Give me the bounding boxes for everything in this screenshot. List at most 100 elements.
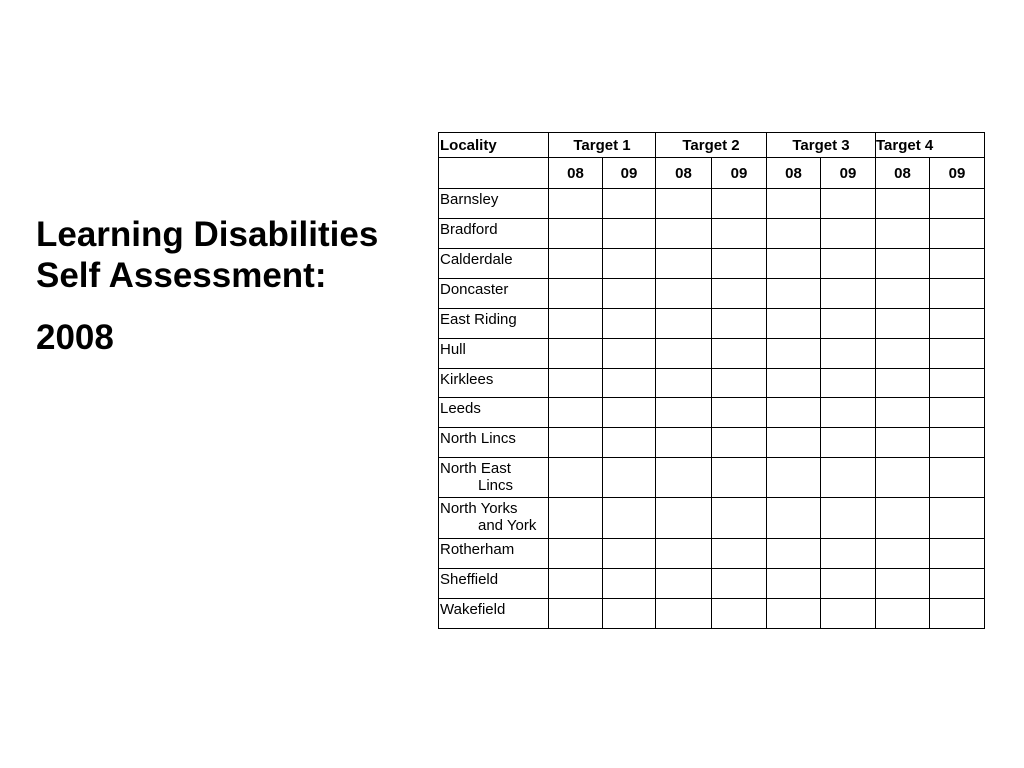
assessment-table: Locality Target 1 Target 2 Target 3 Targ…	[438, 132, 985, 629]
status-cell-t3-09	[820, 338, 876, 369]
status-cell-t2-08	[655, 218, 712, 249]
target-1-year-08: 08	[548, 157, 603, 189]
status-cell-t3-08	[766, 598, 821, 629]
status-cell-t1-08	[548, 538, 603, 569]
status-cell-t2-08	[655, 308, 712, 339]
status-cell-t2-08	[655, 497, 712, 539]
status-cell-t2-08	[655, 278, 712, 309]
status-cell-t3-09	[820, 538, 876, 569]
target-2-header: Target 2	[655, 132, 767, 158]
title-year: 2008	[36, 318, 114, 357]
status-cell-t1-09	[602, 568, 656, 599]
locality-name: Kirklees	[440, 371, 494, 388]
status-cell-t1-08	[548, 188, 603, 219]
table-row: Calderdale	[438, 248, 985, 279]
status-cell-t4-08	[875, 278, 930, 309]
status-cell-t2-09	[711, 397, 767, 428]
status-cell-t1-08	[548, 397, 603, 428]
table-row: North Lincs	[438, 427, 985, 458]
status-cell-t2-08	[655, 248, 712, 279]
status-cell-t1-09	[602, 308, 656, 339]
locality-name: Hull	[440, 341, 466, 358]
status-cell-t2-09	[711, 368, 767, 398]
status-cell-t2-09	[711, 427, 767, 458]
status-cell-t4-09	[929, 568, 985, 599]
target-3-header: Target 3	[766, 132, 876, 158]
locality-cell: North East Lincs	[438, 457, 549, 498]
status-cell-t3-09	[820, 457, 876, 498]
locality-name: Calderdale	[440, 251, 513, 268]
status-cell-t4-08	[875, 368, 930, 398]
status-cell-t3-08	[766, 538, 821, 569]
locality-name: and York	[478, 517, 537, 534]
title-line-1: Learning Disabilities	[36, 215, 379, 254]
locality-name: Bradford	[440, 221, 498, 238]
status-cell-t2-09	[711, 568, 767, 599]
status-cell-t3-08	[766, 427, 821, 458]
status-cell-t1-08	[548, 278, 603, 309]
table-row: Hull	[438, 338, 985, 369]
table-row: Kirklees	[438, 368, 985, 398]
locality-name: Wakefield	[440, 601, 506, 618]
table-row: Bradford	[438, 218, 985, 249]
status-cell-t2-08	[655, 397, 712, 428]
status-cell-t4-09	[929, 427, 985, 458]
target-4-year-09: 09	[929, 157, 985, 189]
status-cell-t3-08	[766, 457, 821, 498]
locality-name: North Yorks	[440, 500, 518, 517]
target-2-year-08: 08	[655, 157, 712, 189]
status-cell-t1-08	[548, 308, 603, 339]
status-cell-t4-09	[929, 368, 985, 398]
status-cell-t4-09	[929, 538, 985, 569]
locality-cell: Kirklees	[438, 368, 549, 398]
table-row: Barnsley	[438, 188, 985, 219]
status-cell-t2-08	[655, 568, 712, 599]
status-cell-t1-08	[548, 427, 603, 458]
status-cell-t1-08	[548, 457, 603, 498]
status-cell-t3-08	[766, 497, 821, 539]
status-cell-t3-08	[766, 368, 821, 398]
status-cell-t2-09	[711, 278, 767, 309]
locality-subheader-blank	[438, 157, 549, 189]
header-row-targets: Locality Target 1 Target 2 Target 3 Targ…	[438, 132, 985, 158]
status-cell-t4-08	[875, 218, 930, 249]
status-cell-t4-09	[929, 598, 985, 629]
status-cell-t3-09	[820, 397, 876, 428]
locality-cell: East Riding	[438, 308, 549, 339]
status-cell-t4-09	[929, 188, 985, 219]
status-cell-t2-09	[711, 457, 767, 498]
status-cell-t1-09	[602, 188, 656, 219]
table-row: North Yorks and York	[438, 497, 985, 539]
target-4-header: Target 4	[875, 132, 985, 158]
locality-name: Rotherham	[440, 541, 515, 558]
locality-cell: Sheffield	[438, 568, 549, 599]
status-cell-t4-08	[875, 427, 930, 458]
status-cell-t3-08	[766, 218, 821, 249]
status-cell-t4-09	[929, 457, 985, 498]
status-cell-t4-09	[929, 397, 985, 428]
status-cell-t3-08	[766, 188, 821, 219]
status-cell-t4-08	[875, 248, 930, 279]
status-cell-t3-09	[820, 218, 876, 249]
status-cell-t3-09	[820, 568, 876, 599]
title-line-2: Self Assessment:	[36, 256, 327, 295]
status-cell-t2-09	[711, 218, 767, 249]
status-cell-t2-08	[655, 188, 712, 219]
status-cell-t2-08	[655, 538, 712, 569]
target-1-header: Target 1	[548, 132, 656, 158]
locality-name: North Lincs	[440, 430, 516, 447]
locality-cell: Calderdale	[438, 248, 549, 279]
status-cell-t1-09	[602, 278, 656, 309]
table-row: East Riding	[438, 308, 985, 339]
status-cell-t2-09	[711, 308, 767, 339]
locality-name: East Riding	[440, 311, 517, 328]
target-1-year-09: 09	[602, 157, 656, 189]
title-block: Learning Disabilities Self Assessment: 2…	[36, 214, 378, 358]
status-cell-t4-08	[875, 598, 930, 629]
status-cell-t4-09	[929, 218, 985, 249]
status-cell-t4-08	[875, 188, 930, 219]
status-cell-t4-09	[929, 497, 985, 539]
target-4-year-08: 08	[875, 157, 930, 189]
status-cell-t3-09	[820, 188, 876, 219]
locality-name: Doncaster	[440, 281, 509, 298]
